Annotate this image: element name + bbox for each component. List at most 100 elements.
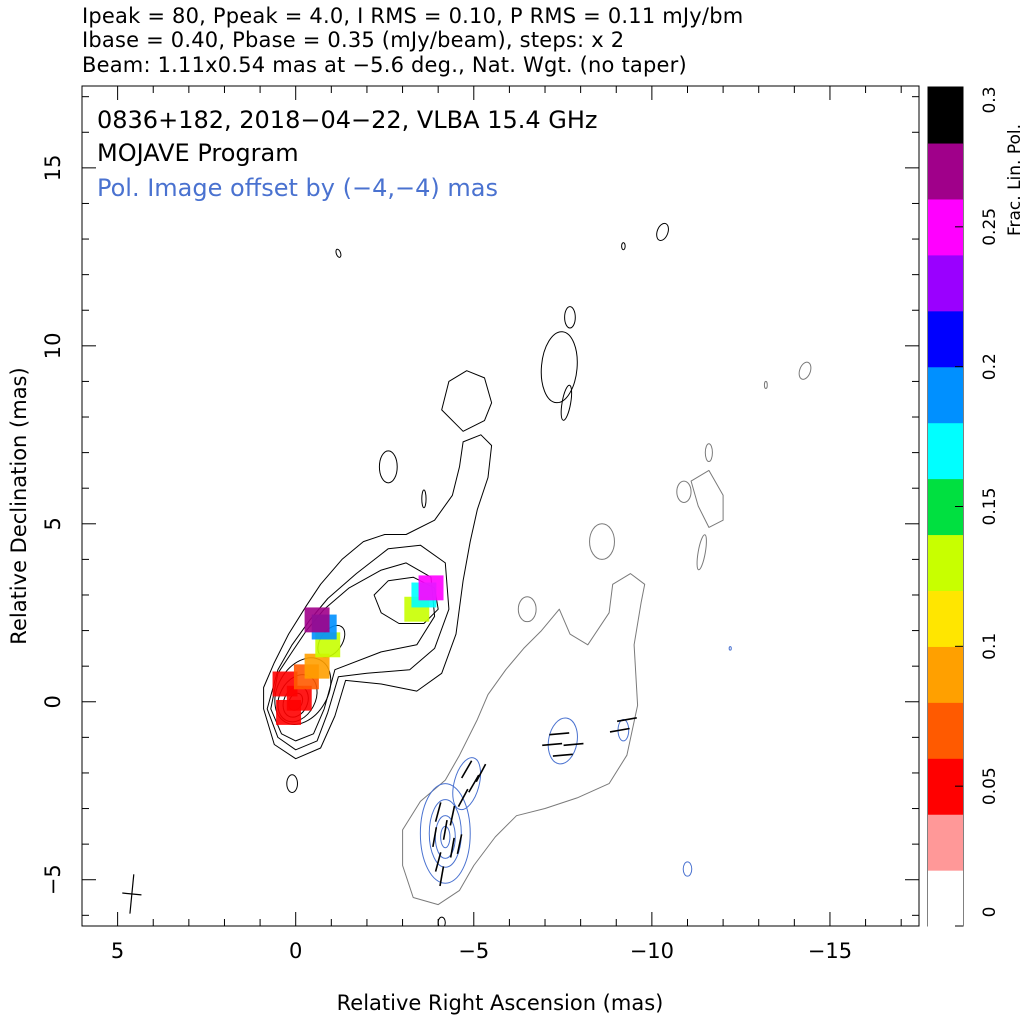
frac-pol-contour [682,861,693,877]
colorbar-band [928,366,963,382]
x-tick-label: −10 [630,939,674,963]
colorbar-band [928,324,963,340]
source-label: 0836+182, 2018−04−22, VLBA 15.4 GHz [97,106,598,134]
evpa-stick [616,717,637,723]
header-beam-line: Beam: 1.11x0.54 mas at −5.6 deg., Nat. W… [82,53,687,77]
colorbar-band [928,506,963,522]
colorbar-band [928,744,963,759]
frac-pol-pixel [272,671,298,697]
colorbar-band [928,688,963,703]
colorbar-band [928,240,963,256]
colorbar-band [928,254,963,270]
colorbar-band [928,422,963,438]
colorbar-band [928,646,963,661]
colorbar-band [928,296,963,312]
header-peaks-line: Ipeak = 80, Ppeak = 4.0, I RMS = 0.10, P… [82,4,744,28]
colorbar-tick-label: 0.1 [980,633,1000,660]
pol-offset-note: Pol. Image offset by (−4,−4) mas [97,174,498,202]
colorbar [928,86,963,927]
program-label: MOJAVE Program [97,139,299,167]
stokes-i-island [540,331,578,404]
colorbar-band [928,282,963,298]
evpa-stick [609,727,630,733]
colorbar-band [928,870,963,885]
colorbar-band [928,730,963,745]
frac-pol-pixel [276,699,302,725]
colorbar-band [928,590,963,605]
evpa-stick [434,852,442,872]
colorbar-band [928,772,963,787]
evpa-stick [475,763,487,783]
colorbar-band [928,758,963,773]
colorbar-band [928,716,963,731]
colorbar-band [928,576,963,591]
colorbar-band [928,436,963,452]
colorbar-band [928,268,963,284]
stokes-i-island [286,774,298,794]
stokes-i-island [621,242,626,251]
evpa-stick [456,834,463,855]
stokes-i-island [564,306,576,329]
colorbar-band [928,352,963,368]
colorbar-label: Frac. Lin. Pol. [1005,124,1025,236]
evpa-stick [542,742,563,747]
stokes-i-contour [263,434,493,760]
y-tick-label: −5 [41,864,65,895]
stokes-i-island [656,222,669,241]
pol-intensity-island [690,469,724,528]
colorbar-band [928,100,963,116]
colorbar-band [928,310,963,326]
stokes-i-island [335,248,342,258]
colorbar-band [928,226,963,242]
colorbar-band [928,534,963,550]
evpa-stick [549,732,570,736]
header-base-levels-line: Ibase = 0.40, Pbase = 0.35 (mJy/beam), s… [82,28,625,52]
axis-ticks [81,86,919,926]
evpa-stick [432,827,438,847]
pol-intensity-contour [402,573,646,906]
frac-pol-contour [428,799,462,868]
colorbar-band [928,170,963,186]
frac-pol-pixel [418,575,444,601]
colorbar-band [928,786,963,801]
colorbar-band [928,408,963,424]
colorbar-band [928,884,963,899]
colorbar-band [928,338,963,354]
colorbar-band [928,898,963,913]
colorbar-tick-label: 0.2 [980,353,1000,380]
colorbar-band [928,464,963,480]
colorbar-band [928,198,963,214]
colorbar-band [928,856,963,871]
x-axis-label: Relative Right Ascension (mas) [337,991,664,1015]
colorbar-band [928,380,963,396]
colorbar-band [928,814,963,829]
colorbar-band [928,156,963,172]
colorbar-band [928,604,963,619]
y-tick-label: 15 [41,154,65,181]
plot-frame [81,85,920,927]
y-axis-label: Relative Declination (mas) [7,367,31,644]
evpa-stick [460,760,473,779]
axis-tick-labels: 5 0 −5 −10 −15 −5 0 5 10 15 [41,154,852,963]
evpa-stick [563,742,584,747]
colorbar-tick-labels: 0 0.05 0.1 0.15 0.2 0.25 0.3 [980,86,1000,917]
colorbar-tick-label: 0 [980,907,1000,918]
colorbar-tick-label: 0.05 [980,767,1000,805]
colorbar-tick-label: 0.15 [980,488,1000,526]
colorbar-band [928,478,963,494]
stokes-i-island [421,489,427,509]
frac-pol-contour [419,783,471,884]
colorbar-band [928,394,963,410]
colorbar-band [928,660,963,675]
frac-pol-pixel [304,607,330,633]
stokes-i-contour [373,576,439,624]
x-tick-label: −15 [808,939,852,963]
contour-layer [263,222,812,926]
colorbar-band [928,702,963,717]
evpa-stick [457,788,469,808]
colorbar-band [928,842,963,857]
pol-intensity-island [704,443,713,463]
colorbar-band [928,87,963,102]
colorbar-band [928,548,963,564]
